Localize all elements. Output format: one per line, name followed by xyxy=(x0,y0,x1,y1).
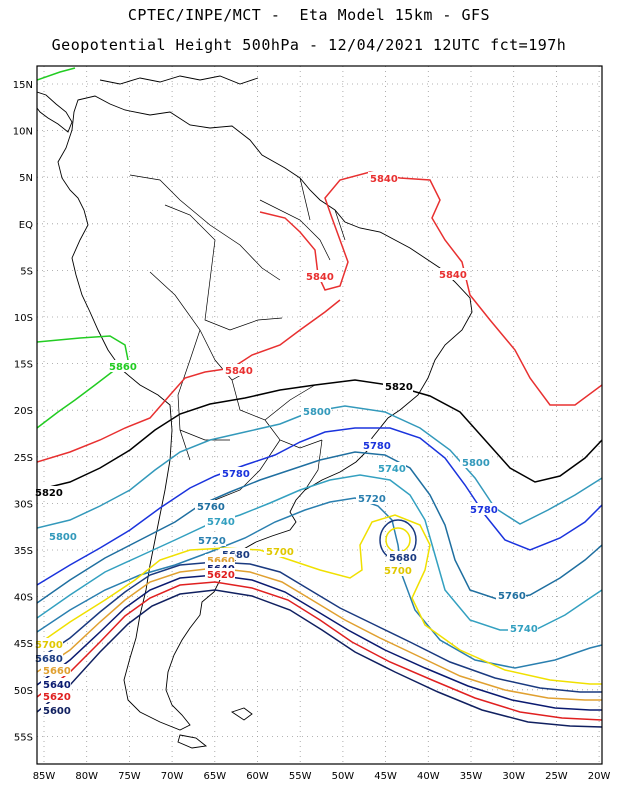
contour-5640 xyxy=(37,574,602,711)
lon-tick-label: 20W xyxy=(588,771,611,782)
lon-tick-label: 50W xyxy=(332,771,355,782)
map-title: CPTEC/INPE/MCT - Eta Model 15km - GFS xyxy=(127,6,491,24)
label-5620: 5620 xyxy=(207,570,235,581)
lon-tick-label: 75W xyxy=(118,771,141,782)
label-5800: 5800 xyxy=(303,407,331,418)
contour-5800 xyxy=(37,405,602,529)
lat-tick-label: EQ xyxy=(19,220,33,231)
lat-tick-label: 20S xyxy=(14,406,33,417)
label-5760: 5760 xyxy=(197,502,225,513)
label-5840: 5840 xyxy=(225,366,253,377)
map-subtitle: Geopotential Height 500hPa - 12/04/2021 … xyxy=(51,36,567,54)
central-america-coastline xyxy=(37,91,73,133)
lon-tick-label: 40W xyxy=(417,771,440,782)
label-5840: 5840 xyxy=(370,174,398,185)
falklands xyxy=(230,707,253,721)
lat-tick-label: 10N xyxy=(13,127,33,138)
label-5700: 5700 xyxy=(35,640,63,651)
south-america-coastline xyxy=(57,95,473,731)
lon-tick-label: 70W xyxy=(161,771,184,782)
label-5680: 5680 xyxy=(389,553,417,564)
label-5600: 5600 xyxy=(43,706,71,717)
contour-5700 xyxy=(37,514,602,685)
label-5640: 5640 xyxy=(43,680,71,691)
lat-tick-label: 30S xyxy=(14,499,33,510)
label-5860: 5860 xyxy=(109,362,137,373)
label-5840: 5840 xyxy=(306,272,334,283)
lat-tick-label: 5N xyxy=(19,173,33,184)
lat-tick-label: 50S xyxy=(14,686,33,697)
contour-5840-south xyxy=(37,299,341,463)
contour-5740 xyxy=(37,474,602,631)
label-5820: 5820 xyxy=(35,488,63,499)
caribbean-coast xyxy=(99,75,259,85)
contour-5700-closed xyxy=(385,527,411,553)
label-5680: 5680 xyxy=(222,550,250,561)
label-5800: 5800 xyxy=(49,532,77,543)
label-5660: 5660 xyxy=(43,666,71,677)
lon-tick-label: 80W xyxy=(75,771,98,782)
map-frame xyxy=(36,65,603,765)
label-5700: 5700 xyxy=(266,547,294,558)
label-5680: 5680 xyxy=(35,654,63,665)
contour-5680 xyxy=(37,561,602,693)
lat-tick-label: 5S xyxy=(20,266,33,277)
lat-tick-label: 25S xyxy=(14,453,33,464)
lat-tick-label: 45S xyxy=(14,639,33,650)
contour-5820 xyxy=(37,379,602,491)
lat-tick-label: 10S xyxy=(14,313,33,324)
lat-tick-label: 15N xyxy=(13,80,33,91)
label-5780: 5780 xyxy=(470,505,498,516)
lat-tick-label: 40S xyxy=(14,593,33,604)
label-5720: 5720 xyxy=(358,494,386,505)
lat-tick-label: 15S xyxy=(14,360,33,371)
country-borders xyxy=(129,174,346,501)
contour-5660 xyxy=(37,567,602,701)
lon-tick-label: 65W xyxy=(203,771,226,782)
contour-5760 xyxy=(37,451,602,604)
contour-5620 xyxy=(37,581,602,721)
label-5720: 5720 xyxy=(198,536,226,547)
label-5700: 5700 xyxy=(384,566,412,577)
label-5840: 5840 xyxy=(439,270,467,281)
label-5740: 5740 xyxy=(207,517,235,528)
tierra-del-fuego xyxy=(177,734,208,749)
lat-tick-label: 35S xyxy=(14,546,33,557)
lon-tick-label: 85W xyxy=(33,771,56,782)
label-5780: 5780 xyxy=(222,469,250,480)
longitude-labels: 85W 80W 75W 70W 65W 60W 55W 50W 45W 40W 35W 30W 25W 2… xyxy=(33,771,611,782)
contour-5860 xyxy=(37,67,129,429)
contour-5780 xyxy=(37,427,602,586)
label-5820: 5820 xyxy=(385,382,413,393)
lon-tick-label: 45W xyxy=(374,771,397,782)
lon-tick-label: 55W xyxy=(289,771,312,782)
lon-tick-label: 25W xyxy=(545,771,568,782)
label-5740: 5740 xyxy=(510,624,538,635)
lon-tick-label: 60W xyxy=(246,771,269,782)
contour-5720 xyxy=(37,497,602,669)
contour-5600 xyxy=(37,589,602,728)
label-5800: 5800 xyxy=(462,458,490,469)
lon-tick-label: 30W xyxy=(502,771,525,782)
label-5780: 5780 xyxy=(363,441,391,452)
lon-tick-label: 35W xyxy=(460,771,483,782)
label-5620: 5620 xyxy=(43,692,71,703)
label-5760: 5760 xyxy=(498,591,526,602)
lat-tick-label: 55S xyxy=(14,732,33,743)
latitude-labels: 15N 10N 5N EQ 5S 10S 15S 20S 25S 30S 35S 40S 45S 50S 5… xyxy=(13,80,33,743)
label-5740: 5740 xyxy=(378,464,406,475)
contour-labels: 5840 5840 5840 5840 5860 5820 5820 5800 … xyxy=(33,172,538,717)
label-5660: 5660 xyxy=(207,556,235,567)
